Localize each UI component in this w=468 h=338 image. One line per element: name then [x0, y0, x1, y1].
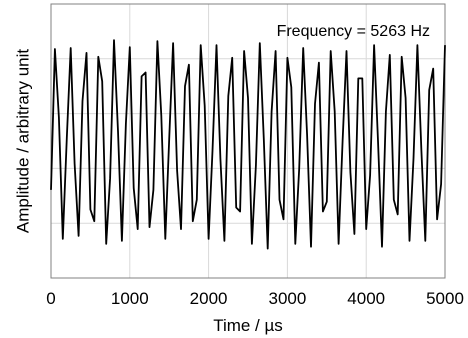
plot-area-frame: [50, 3, 446, 279]
frequency-annotation: Frequency = 5263 Hz: [277, 23, 430, 40]
x-tick-labels: 0 1000 2000 3000 4000 5000: [46, 289, 464, 308]
x-axis-title: Time / µs: [213, 316, 283, 335]
x-tick-label: 3000: [268, 289, 306, 308]
y-axis-title: Amplitude / arbitrary unit: [13, 49, 32, 234]
x-tick-label: 2000: [190, 289, 228, 308]
waveform-series-line: [50, 39, 446, 250]
x-tick-label: 5000: [426, 289, 464, 308]
series-layer: [50, 39, 446, 250]
x-tick-label: 1000: [111, 289, 149, 308]
x-tick-label: 4000: [347, 289, 385, 308]
x-tick-label: 0: [46, 289, 55, 308]
